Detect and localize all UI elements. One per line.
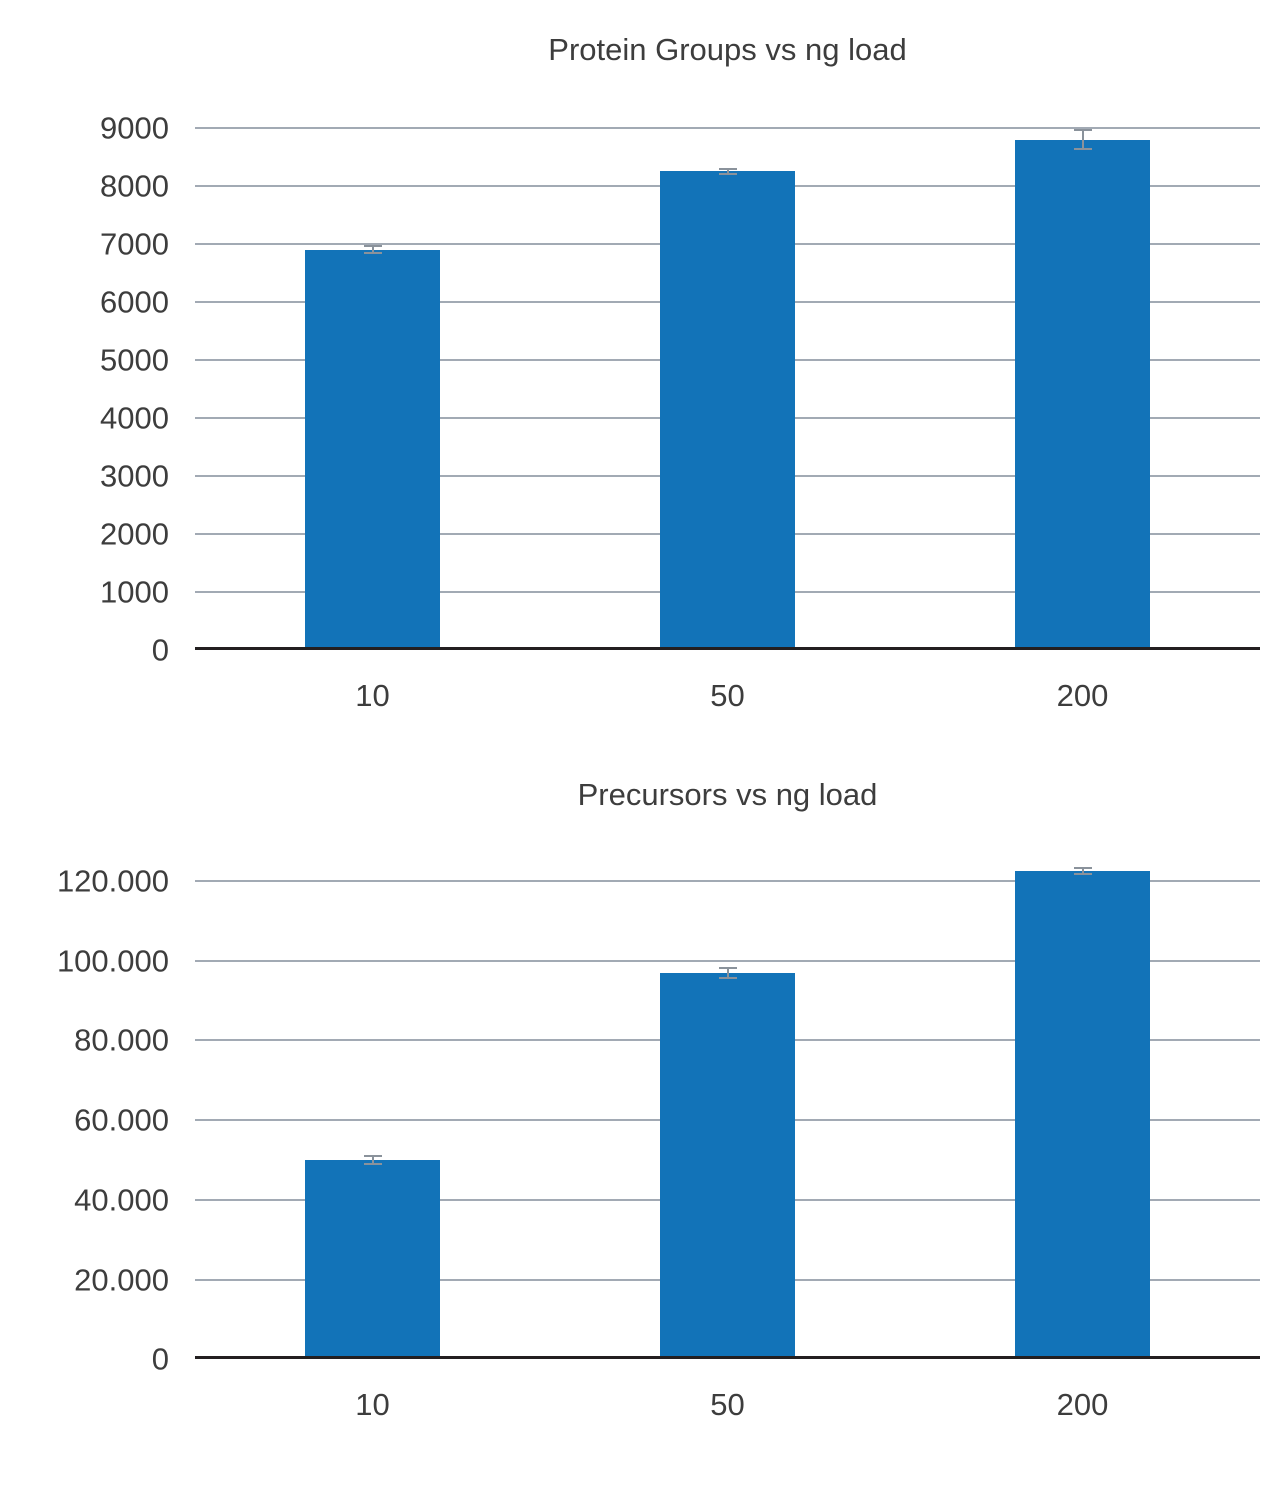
y-tick-label: 120.000 (56, 863, 169, 899)
plot-wrap: 0 1000 2000 3000 4000 5000 6000 7000 8000 9000 (0, 110, 1260, 665)
bar-slot (550, 864, 905, 1360)
y-tick-label: 20.000 (74, 1262, 169, 1298)
x-axis-line (195, 1356, 1260, 1360)
plot-area (195, 864, 1260, 1360)
bar-50ng (660, 972, 795, 1360)
precursors-chart: Precursors vs ng load 0 20.000 40.000 60.00… (0, 711, 1280, 1420)
bar-200ng (1015, 871, 1150, 1360)
chart-title: Protein Groups vs ng load (548, 32, 907, 67)
y-tick-label: 60.000 (74, 1102, 169, 1138)
y-tick-label: 9000 (100, 110, 169, 146)
x-tick-label: 10 (355, 1387, 390, 1423)
error-bar (1073, 867, 1092, 875)
y-tick-label: 0 (151, 632, 169, 668)
gridline (195, 959, 1260, 962)
y-tick-label: 80.000 (74, 1022, 169, 1058)
protein-groups-chart: Protein Groups vs ng load 0 1000 2000 3000 4… (0, 0, 1280, 711)
y-tick-label: 5000 (100, 342, 169, 378)
plot-wrap: 0 20.000 40.000 60.000 80.000 100.000 120.000 (0, 863, 1260, 1375)
x-axis: 10 50 200 (195, 1389, 1260, 1420)
plot-area (195, 110, 1260, 650)
x-tick-label: 50 (710, 1387, 745, 1423)
bars-layer (195, 110, 1260, 650)
y-axis: 0 20.000 40.000 60.000 80.000 100.000 120.000 (0, 863, 195, 1375)
y-tick-label: 7000 (100, 226, 169, 262)
chart-title: Precursors vs ng load (577, 776, 878, 812)
y-axis: 0 1000 2000 3000 4000 5000 6000 7000 8000 9000 (0, 110, 195, 665)
bar-slot (195, 110, 550, 650)
y-tick-label: 3000 (100, 458, 169, 494)
error-bar (363, 245, 382, 255)
y-tick-label: 1000 (100, 574, 169, 610)
x-tick-label: 10 (355, 677, 390, 713)
bars-layer (195, 864, 1260, 1360)
x-tick-label: 200 (1056, 677, 1109, 713)
y-tick-label: 6000 (100, 284, 169, 320)
error-bar (718, 167, 737, 175)
x-tick-label: 200 (1056, 1387, 1109, 1423)
y-tick-label: 8000 (100, 168, 169, 204)
x-axis-line (195, 646, 1260, 650)
bar-slot (195, 864, 550, 1360)
bar-slot (550, 110, 905, 650)
x-axis: 10 50 200 (195, 680, 1260, 711)
error-bar (363, 1155, 382, 1165)
gridline (195, 880, 1260, 883)
bar-200ng (1015, 139, 1150, 650)
y-tick-label: 2000 (100, 516, 169, 552)
bar-10ng (305, 249, 440, 650)
y-tick-label: 4000 (100, 400, 169, 436)
gridline (195, 126, 1260, 129)
bar-slot (905, 864, 1260, 1360)
bar-10ng (305, 1160, 440, 1360)
bar-slot (905, 110, 1260, 650)
y-tick-label: 0 (151, 1341, 169, 1377)
y-tick-label: 40.000 (74, 1182, 169, 1218)
error-bar (1073, 129, 1092, 150)
bar-50ng (660, 171, 795, 650)
x-tick-label: 50 (710, 677, 745, 713)
error-bar (718, 966, 737, 979)
y-tick-label: 100.000 (56, 943, 169, 979)
